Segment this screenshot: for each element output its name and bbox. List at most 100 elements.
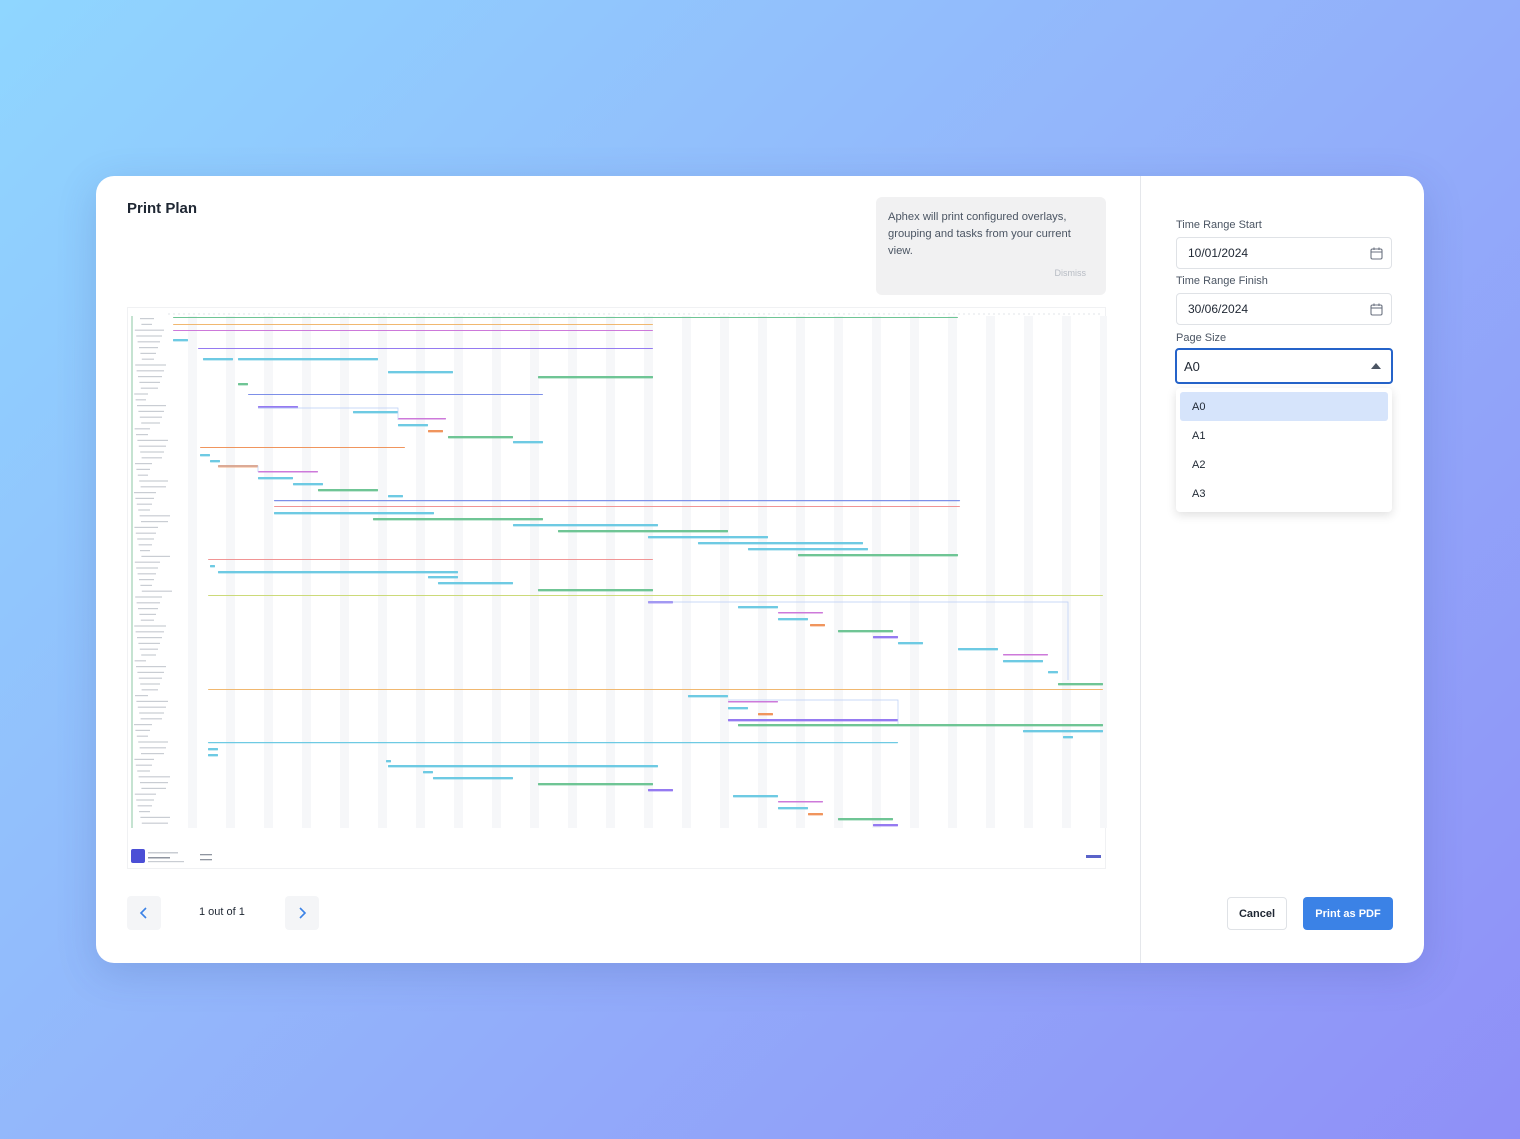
page-size-value: A0 [1184, 358, 1200, 374]
preview-row-label [140, 619, 154, 621]
page-size-option[interactable]: A1 [1192, 429, 1206, 442]
preview-gantt-bar [388, 495, 403, 498]
preview-gantt-bar [838, 630, 893, 633]
preview-gantt-bar [208, 742, 898, 744]
preview-gantt-bar [728, 719, 898, 722]
preview-gantt-bar [798, 554, 958, 557]
preview-gantt-bar [198, 348, 653, 349]
preview-gantt-bar [778, 801, 823, 803]
page-size-select[interactable]: A0 [1175, 348, 1393, 384]
preview-gantt-bar [808, 813, 823, 816]
preview-gantt-bar [200, 454, 210, 457]
preview-column-shade [530, 316, 539, 828]
preview-gantt-bar [208, 748, 218, 751]
preview-column-shade [948, 316, 957, 828]
preview-row-label [137, 474, 148, 476]
time-range-finish-input[interactable]: 30/06/2024 [1176, 293, 1392, 325]
preview-row-label [135, 399, 146, 401]
preview-gantt-bar [203, 358, 233, 361]
preview-gantt-bar [738, 724, 1103, 727]
calendar-icon[interactable] [1370, 247, 1383, 260]
preview-gantt-bar [898, 642, 923, 645]
preview-row-label [136, 666, 166, 668]
page-indicator: 1 out of 1 [199, 906, 245, 918]
preview-row-label [141, 787, 166, 789]
preview-row-label [139, 347, 158, 349]
page-size-option[interactable]: A2 [1192, 458, 1206, 471]
preview-footer-text [148, 857, 170, 859]
preview-footer-brand-icon [1086, 855, 1101, 858]
preview-column-shade [796, 316, 805, 828]
time-range-start-value: 10/01/2024 [1188, 246, 1249, 260]
preview-row-label [141, 457, 162, 459]
preview-row-label [139, 381, 160, 383]
preview-row-label [140, 486, 166, 488]
print-preview [127, 307, 1107, 869]
preview-row-label [141, 555, 170, 557]
preview-row-label [136, 370, 164, 372]
preview-column-shade [720, 316, 729, 828]
next-page-button[interactable] [285, 896, 319, 930]
preview-gantt-bar [778, 612, 823, 614]
preview-row-label [140, 318, 154, 320]
page-size-option[interactable]: A0 [1180, 392, 1388, 421]
preview-row-label [135, 695, 148, 697]
preview-row-label [134, 526, 158, 528]
preview-gantt-bar [733, 795, 778, 798]
preview-row-label [141, 358, 154, 360]
calendar-icon[interactable] [1370, 303, 1383, 316]
preview-gantt-bar [778, 618, 808, 621]
preview-gantt-bar [238, 383, 248, 386]
preview-column-shade [568, 316, 577, 828]
preview-row-label [135, 364, 166, 366]
preview-gantt-bar [218, 571, 458, 574]
preview-row-label [136, 700, 168, 702]
preview-row-label [140, 584, 152, 586]
preview-column-shade [606, 316, 615, 828]
preview-gantt-bar [838, 818, 893, 821]
preview-row-label [140, 451, 164, 453]
preview-row-label [135, 764, 152, 766]
page-size-label: Page Size [1176, 332, 1227, 344]
preview-row-label [141, 654, 156, 656]
preview-row-label [137, 439, 168, 441]
preview-gantt-bar [1063, 736, 1073, 739]
preview-row-label [140, 683, 160, 685]
preview-logo-icon [131, 849, 145, 863]
dismiss-button[interactable]: Dismiss [1054, 268, 1087, 278]
preview-row-label [137, 405, 166, 407]
print-as-pdf-button[interactable]: Print as PDF [1303, 897, 1393, 930]
preview-row-label [138, 376, 162, 378]
preview-row-label [140, 816, 170, 818]
page-size-option[interactable]: A3 [1192, 487, 1206, 500]
preview-row-label [136, 735, 148, 737]
modal-title: Print Plan [127, 200, 198, 217]
preview-column-shade [758, 316, 767, 828]
time-range-start-input[interactable]: 10/01/2024 [1176, 237, 1392, 269]
preview-gantt-bar [438, 582, 513, 585]
previous-page-button[interactable] [127, 896, 161, 930]
preview-row-label [134, 758, 154, 760]
preview-gantt-bar [728, 701, 778, 703]
preview-gantt-bar [748, 548, 868, 551]
preview-gantt-bar [318, 489, 378, 492]
preview-gantt-bar [208, 754, 218, 757]
cancel-button[interactable]: Cancel [1227, 897, 1287, 930]
preview-row-label [140, 550, 150, 552]
preview-row-label [141, 822, 168, 824]
preview-row-label [136, 434, 148, 436]
preview-gantt-bar [1023, 730, 1103, 733]
preview-gantt-bar [513, 441, 543, 444]
preview-gantt-bar [558, 530, 728, 533]
time-range-finish-value: 30/06/2024 [1188, 302, 1249, 316]
preview-row-label [135, 532, 156, 534]
preview-column-shade [1100, 316, 1107, 828]
preview-row-label [137, 538, 154, 540]
preview-gantt-bar [258, 477, 293, 480]
preview-row-label [137, 805, 152, 807]
preview-gantt-bar [758, 713, 773, 716]
preview-row-label [138, 741, 168, 743]
preview-row-label [134, 329, 164, 331]
preview-gantt-bar [238, 358, 378, 361]
preview-row-label [136, 567, 158, 569]
